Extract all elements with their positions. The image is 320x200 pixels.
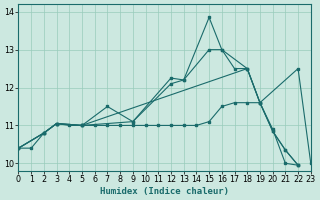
X-axis label: Humidex (Indice chaleur): Humidex (Indice chaleur) (100, 187, 229, 196)
